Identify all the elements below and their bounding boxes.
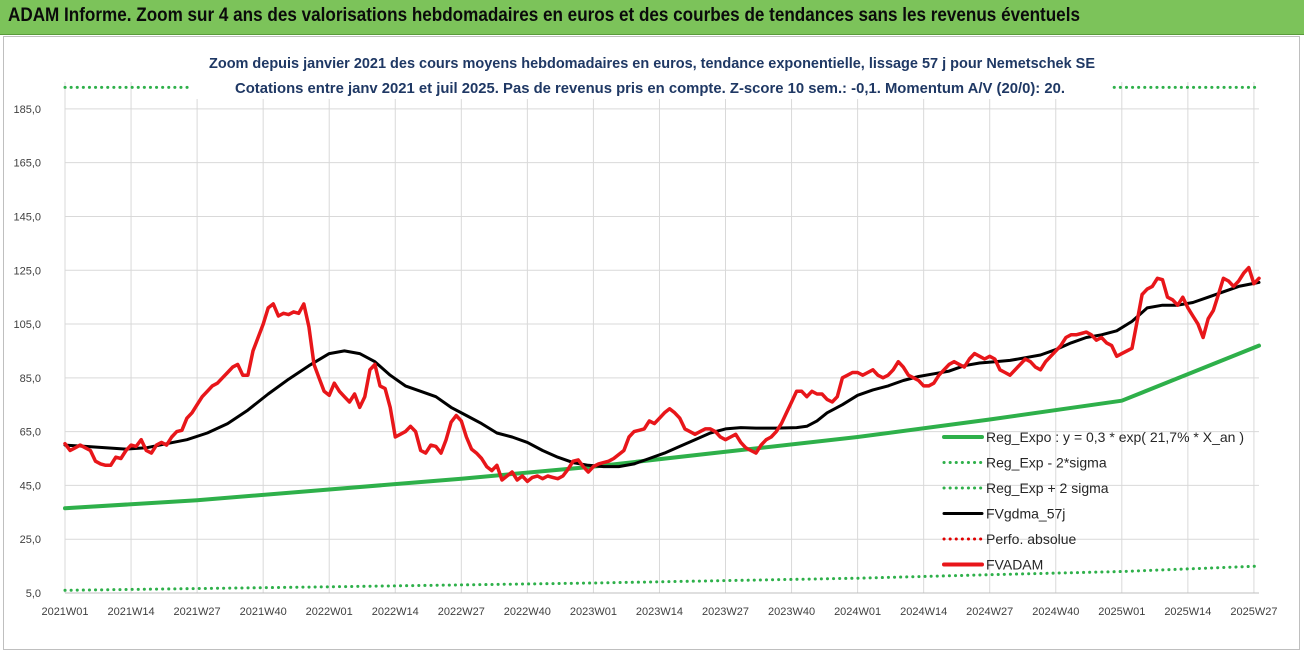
series-line-0 [63,343,1261,511]
x-tick-label: 2025W01 [1098,606,1145,618]
line-chart: 5,0 25,0 45,0 65,0 85,0 105,0 125,0 145,0 165,0 1… [13,47,1277,618]
y-tick-label: 185,0 [13,104,41,116]
legend-label: Perfo. absolue [986,531,1076,547]
series-line-1 [63,564,1261,592]
y-tick-label: 125,0 [13,265,41,277]
x-tick-label: 2024W27 [966,606,1013,618]
x-tick-label: 2023W40 [768,606,815,618]
x-tick-label: 2024W01 [834,606,881,618]
chart-title: Zoom depuis janvier 2021 des cours moyen… [209,55,1095,72]
title-background [190,47,1110,99]
x-tick-label: 2023W01 [570,606,617,618]
x-tick-label: 2022W27 [438,606,485,618]
x-tick-label: 2023W27 [702,606,749,618]
x-tick-label: 2022W01 [306,606,353,618]
legend-label: Reg_Expo : y = 0,3 * exp( 21,7% * X_an ) [986,429,1244,445]
y-tick-label: 85,0 [20,373,41,385]
report-banner-title: ADAM Informe. Zoom sur 4 ans des valoris… [8,5,1080,26]
y-tick-label: 65,0 [20,427,41,439]
x-tick-label: 2024W40 [1032,606,1079,618]
legend-label: FVADAM [986,557,1043,573]
y-axis-ticks: 5,0 25,0 45,0 65,0 85,0 105,0 125,0 145,0 165,0 1… [13,104,41,600]
legend-label: Reg_Exp + 2 sigma [986,480,1109,496]
x-tick-label: 2021W40 [240,606,287,618]
x-tick-label: 2021W01 [41,606,88,618]
x-tick-label: 2025W14 [1164,606,1211,618]
y-tick-label: 45,0 [20,480,41,492]
chart-subtitle: Cotations entre janv 2021 et juil 2025. … [235,80,1065,97]
chart-frame: 5,0 25,0 45,0 65,0 85,0 105,0 125,0 145,0 165,0 1… [3,36,1300,650]
x-tick-label: 2022W14 [372,606,419,618]
x-tick-label: 2024W14 [900,606,947,618]
y-tick-label: 165,0 [13,158,41,170]
y-tick-label: 5,0 [26,588,41,600]
chart-grid [64,82,1259,594]
legend-label: FVgdma_57j [986,506,1065,522]
x-tick-label: 2025W27 [1230,606,1277,618]
series-line-3 [63,280,1261,469]
x-tick-label: 2022W40 [504,606,551,618]
report-banner: ADAM Informe. Zoom sur 4 ans des valoris… [0,0,1304,35]
legend-label: Reg_Exp - 2*sigma [986,455,1107,471]
x-tick-label: 2021W27 [174,606,221,618]
y-tick-label: 105,0 [13,319,41,331]
y-tick-label: 25,0 [20,534,41,546]
y-tick-label: 145,0 [13,211,41,223]
x-tick-label: 2023W14 [636,606,683,618]
x-axis-ticks: 2021W01 2021W14 2021W27 2021W40 2022W01 2022W… [41,606,1277,618]
x-tick-label: 2021W14 [108,606,155,618]
series-line-5 [63,265,1261,484]
chart-legend: Reg_Expo : y = 0,3 * exp( 21,7% * X_an )… [942,429,1244,573]
